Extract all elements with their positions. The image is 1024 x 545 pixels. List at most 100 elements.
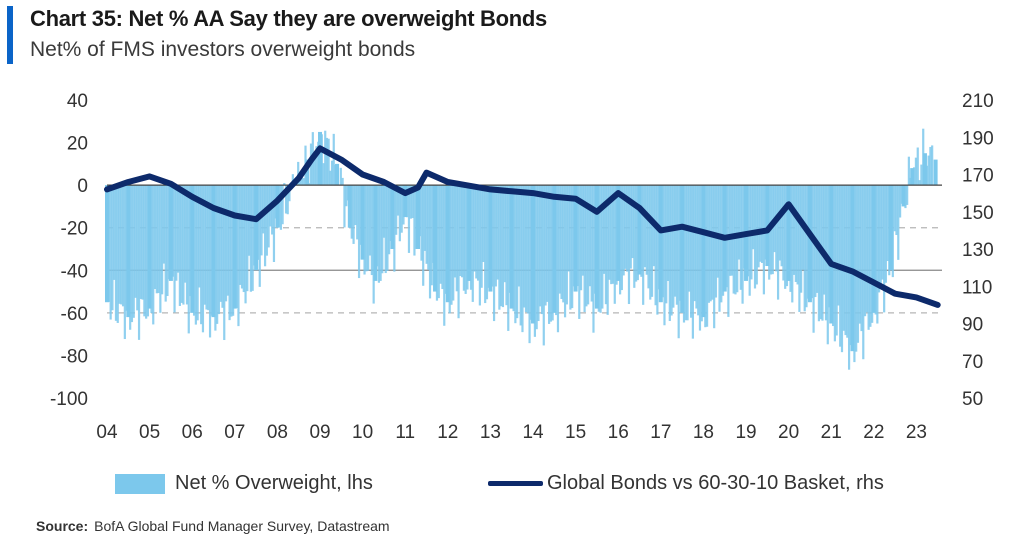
bar-fill xyxy=(665,185,668,304)
bar-fill xyxy=(359,185,362,245)
bar-fill xyxy=(118,185,121,304)
bar-fill xyxy=(784,185,787,289)
x-tick-label: 14 xyxy=(522,422,544,443)
bar-fill xyxy=(363,185,366,275)
bar-fill xyxy=(897,185,900,260)
bar xyxy=(335,163,340,186)
bar-fill xyxy=(879,185,882,289)
bar-fill xyxy=(249,185,252,292)
bar-fill xyxy=(514,185,517,324)
bar-fill xyxy=(136,185,139,311)
bar-fill xyxy=(539,185,542,307)
bar-fill xyxy=(194,185,197,325)
bar xyxy=(211,185,216,318)
bar-fill xyxy=(732,185,735,294)
bar-fill xyxy=(354,185,357,226)
bar-fill xyxy=(130,185,134,323)
bar-fill xyxy=(291,174,294,186)
bar-fill xyxy=(453,185,457,278)
bar-fill xyxy=(624,185,627,269)
bar-fill xyxy=(132,185,135,318)
right-tick-label: 90 xyxy=(962,315,983,336)
bar-fill xyxy=(727,185,730,317)
source-text: BofA Global Fund Manager Survey, Datastr… xyxy=(94,518,390,534)
right-tick-label: 50 xyxy=(962,389,983,410)
bar-fill xyxy=(177,185,180,273)
x-tick-label: 17 xyxy=(650,422,671,443)
bar-fill xyxy=(690,185,693,318)
bar-fill xyxy=(590,185,593,302)
bar-fill xyxy=(761,185,764,263)
bar-fill xyxy=(780,185,783,267)
bar-fill xyxy=(886,185,889,262)
bar-fill xyxy=(556,185,560,333)
bar-fill xyxy=(837,185,840,306)
bar-fill xyxy=(466,185,469,290)
bar-fill xyxy=(141,185,144,300)
bar-fill xyxy=(145,185,148,319)
bar xyxy=(901,185,906,207)
bar-fill xyxy=(794,185,797,282)
bar xyxy=(807,185,812,303)
bar-fill xyxy=(123,185,126,340)
bar-fill xyxy=(400,185,403,233)
bar-fill xyxy=(157,185,160,294)
bar-fill xyxy=(572,185,576,287)
bar-fill xyxy=(168,185,171,280)
bar-fill xyxy=(430,185,433,286)
bar-fill xyxy=(173,185,176,313)
bar-fill xyxy=(677,185,680,339)
bar-fill xyxy=(805,185,808,308)
bar-fill xyxy=(906,185,909,205)
bar-fill xyxy=(230,185,233,317)
bar-fill xyxy=(279,185,283,230)
bar xyxy=(488,185,493,292)
bar-fill xyxy=(267,185,270,248)
bar-fill xyxy=(332,133,335,186)
bar-fill xyxy=(900,185,904,204)
bar-fill xyxy=(682,185,686,323)
right-tick-label: 170 xyxy=(962,166,994,187)
bar-fill xyxy=(459,185,462,277)
bar-fill xyxy=(736,185,739,293)
bar-fill xyxy=(487,185,490,288)
bar-fill xyxy=(642,185,645,305)
bar-fill xyxy=(925,165,928,186)
bar-fill xyxy=(379,185,382,281)
bar-fill xyxy=(471,185,474,302)
bar xyxy=(433,185,438,292)
bar-fill xyxy=(258,185,261,287)
bar-fill xyxy=(546,185,549,302)
left-tick-label: 20 xyxy=(67,134,88,155)
right-tick-label: 190 xyxy=(962,128,994,149)
bar-fill xyxy=(549,185,552,322)
bar-fill xyxy=(461,185,464,278)
bar xyxy=(347,185,352,228)
bar-fill xyxy=(288,185,291,202)
bar-fill xyxy=(565,185,568,305)
bar-fill xyxy=(891,185,894,278)
bar-fill xyxy=(376,185,379,267)
bar-fill xyxy=(909,177,912,186)
bar-fill xyxy=(235,185,238,309)
bar-fill xyxy=(162,185,166,264)
chart-title: Chart 35: Net % AA Say they are overweig… xyxy=(30,6,547,31)
bar xyxy=(305,159,310,186)
bar-fill xyxy=(634,185,638,282)
bar-fill xyxy=(350,185,353,239)
x-tick-label: 13 xyxy=(480,422,501,443)
bar-fill xyxy=(450,185,453,305)
bar-fill xyxy=(618,185,622,295)
bar-fill xyxy=(876,185,879,324)
bar-fill xyxy=(370,185,373,276)
bar-fill xyxy=(792,185,796,275)
bar-fill xyxy=(377,185,381,283)
bar-fill xyxy=(253,185,256,266)
bar-fill xyxy=(484,185,487,304)
bar-fill xyxy=(533,185,536,337)
bar-fill xyxy=(776,185,780,300)
bar-fill xyxy=(918,180,921,186)
bar-fill xyxy=(713,185,716,329)
bar-fill xyxy=(524,185,528,313)
bar-fill xyxy=(551,185,554,321)
